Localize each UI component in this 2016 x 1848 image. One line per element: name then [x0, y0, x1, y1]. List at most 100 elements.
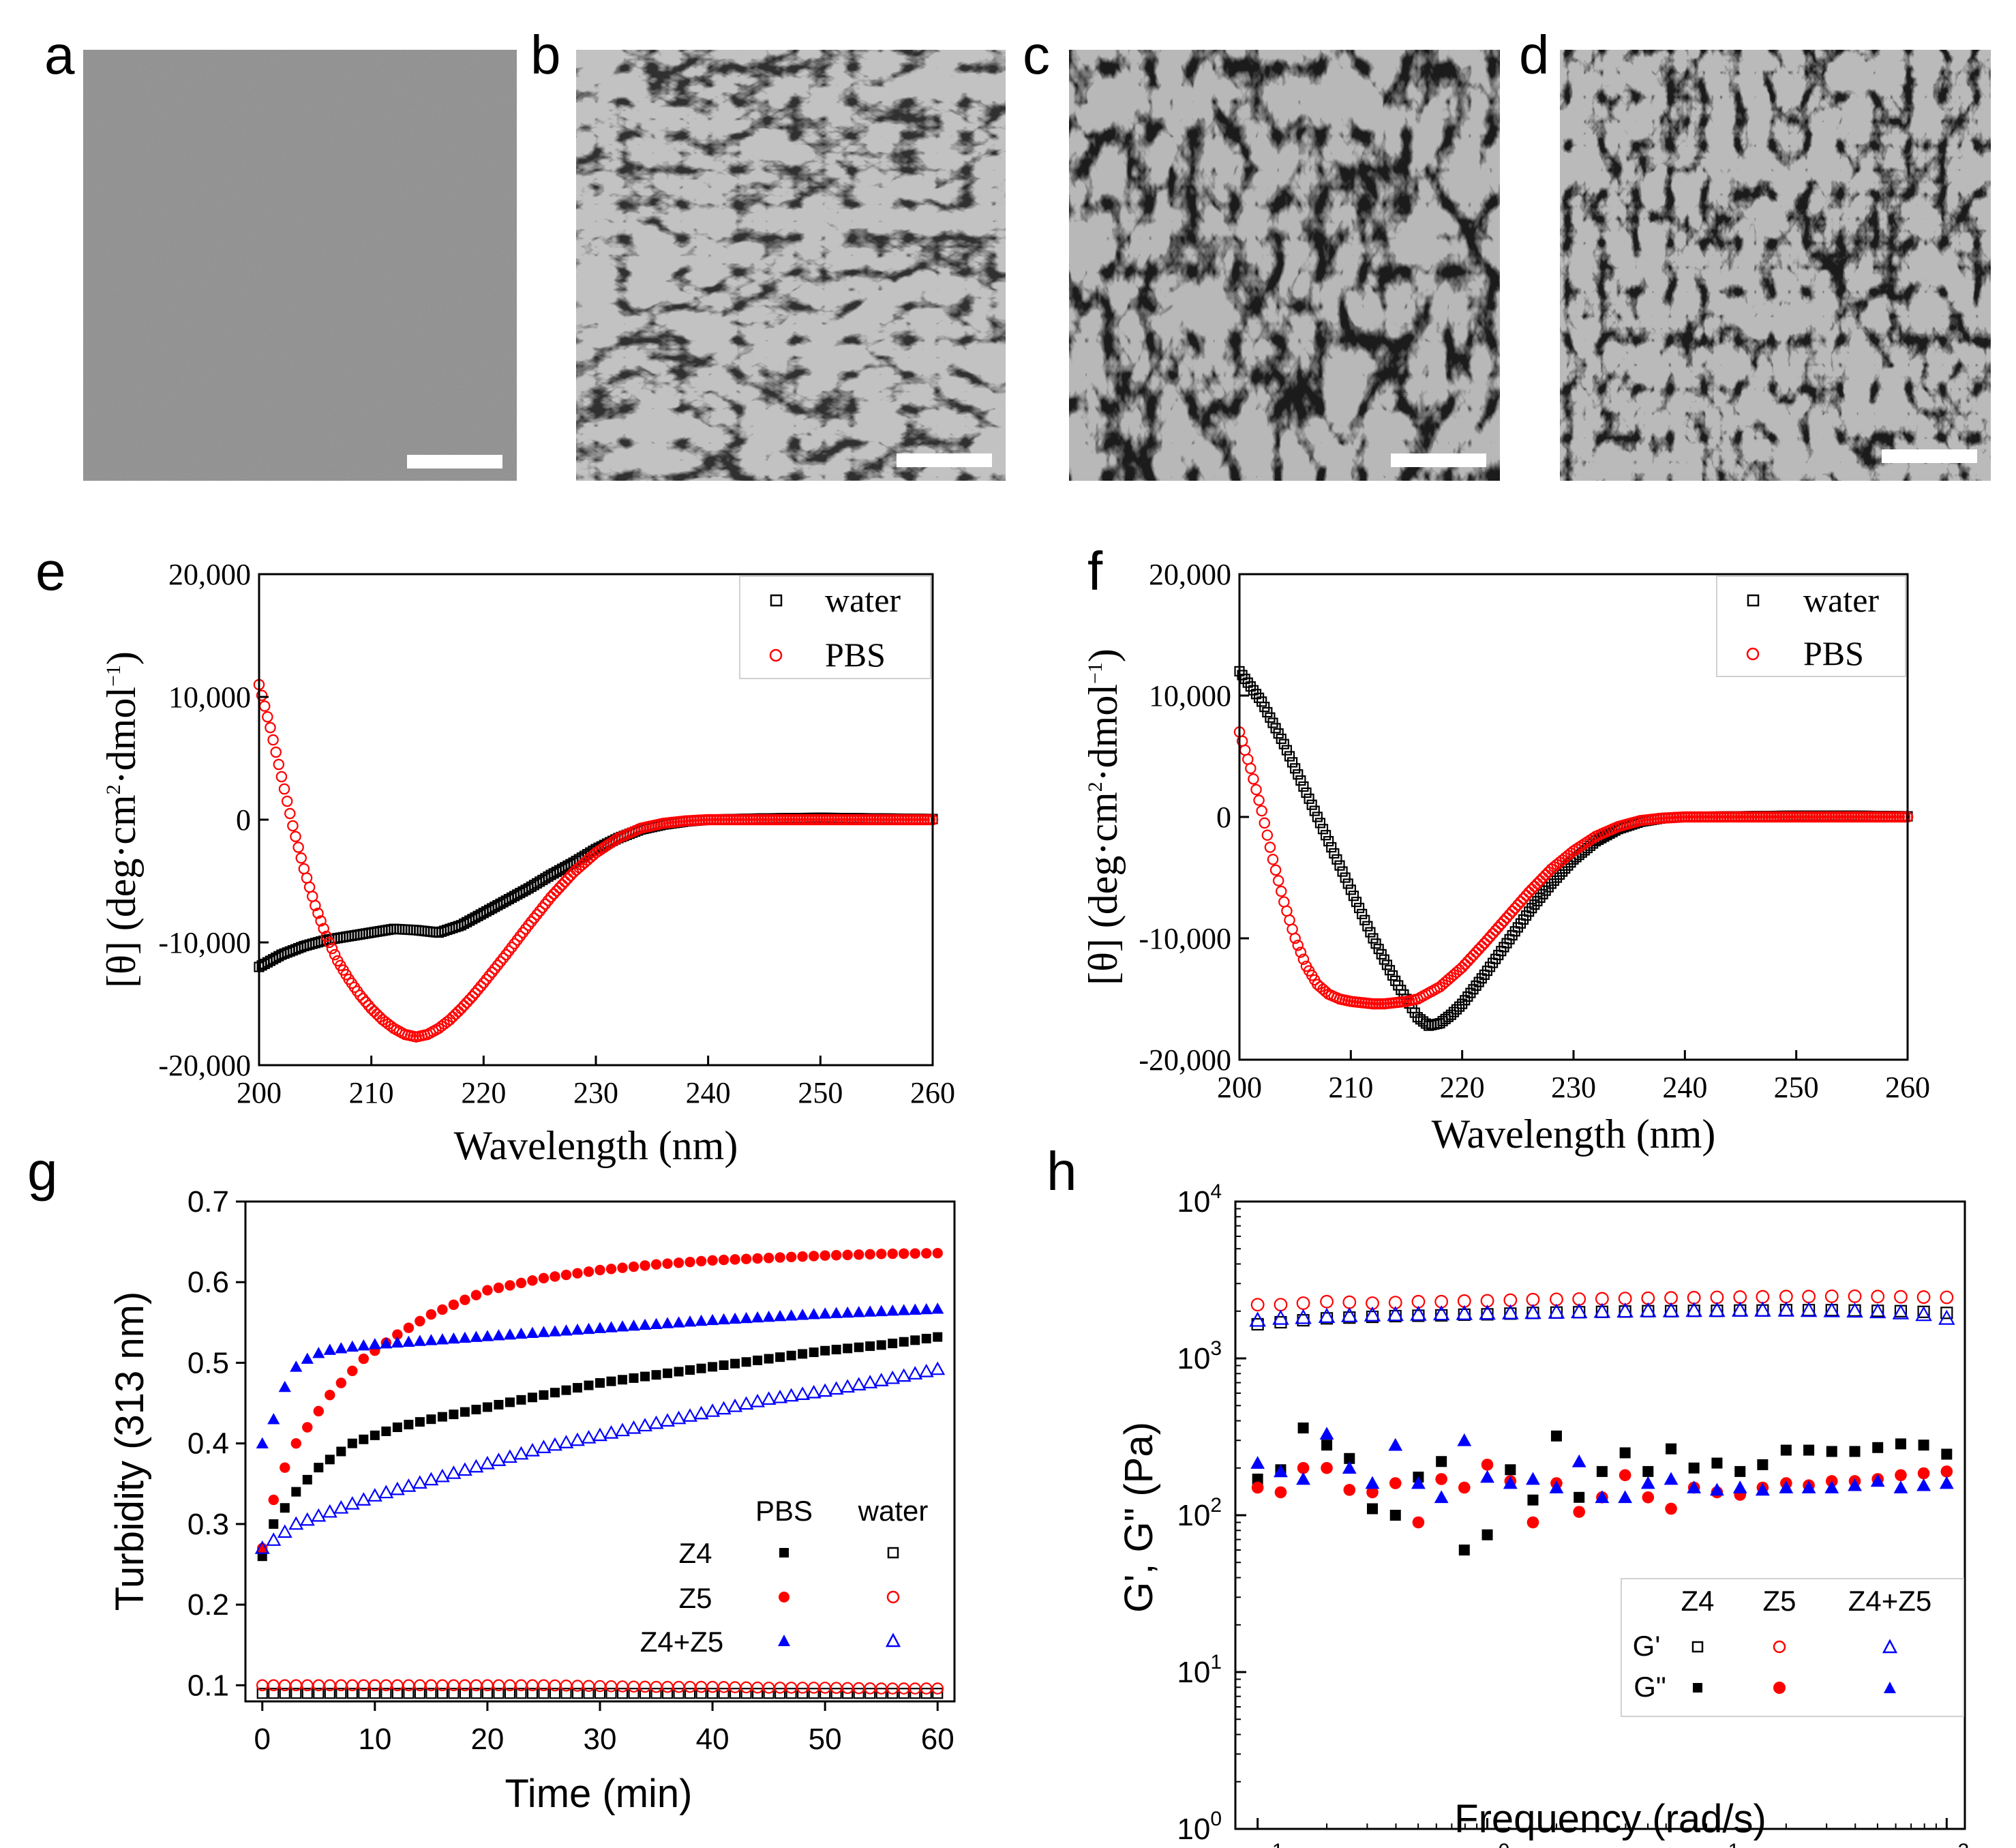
chart-g-point-z5-pbs [774, 1252, 785, 1263]
chart-h-point-z4-z5-g- [1318, 1307, 1336, 1323]
chart-e-legend-marker-water [770, 594, 783, 607]
chart-h-point-z4-z5-g- [1869, 1303, 1886, 1319]
chart-g-point-z4-water [504, 1688, 516, 1699]
chart-g-point-z4-z5-pbs [537, 1326, 550, 1337]
chart-h-point-z4-z5-g- [1823, 1302, 1841, 1317]
chart-f-point-water [1526, 903, 1537, 914]
chart-g-point-z4-pbs [629, 1373, 639, 1383]
chart-e-xtick-label: 210 [349, 1076, 394, 1109]
chart-g-point-z4-water [335, 1688, 347, 1699]
chart-g-point-z4-z5-pbs [290, 1360, 303, 1372]
chart-e-point-pbs [303, 881, 316, 893]
chart-f-point-water [1320, 830, 1332, 841]
chart-f-point-water [1281, 745, 1293, 756]
chart-f-point-water [1468, 984, 1479, 995]
chart-e-point-pbs [758, 814, 770, 826]
chart-h-point-z4-z5-g- [1250, 1456, 1265, 1469]
chart-g-point-z5-pbs [853, 1249, 864, 1260]
chart-g-point-z4-z5-water [311, 1508, 327, 1522]
chart-g-point-z4-z5-pbs [605, 1321, 618, 1332]
chart-e-point-pbs [826, 814, 838, 826]
chart-f-ytick-label: -10,000 [1139, 922, 1231, 955]
chart-g-point-z4-z5-pbs [695, 1314, 708, 1326]
chart-f-point-pbs [1320, 986, 1332, 998]
chart-h-point-z4-z5-g- [1687, 1480, 1702, 1493]
chart-g-ytick-label: 0.2 [187, 1588, 229, 1622]
chart-g-point-z5-pbs [628, 1261, 640, 1272]
chart-e-point-pbs [323, 936, 335, 949]
chart-f-point-water [1473, 977, 1484, 987]
chart-h-point-z4-g- [1574, 1491, 1585, 1503]
chart-e-point-pbs [478, 977, 490, 989]
chart-f-point-water [1379, 954, 1389, 965]
chart-h-point-z4-z5-g- [1434, 1490, 1449, 1504]
chart-g-point-z4-pbs [775, 1352, 785, 1362]
chart-f-point-pbs [1476, 940, 1488, 952]
chart-h-point-z4-z5-g- [1548, 1303, 1565, 1319]
chart-e-point-water [397, 924, 408, 935]
chart-f-point-water [1373, 943, 1384, 955]
chart-h-point-z4-z5-g- [1365, 1476, 1380, 1489]
chart-g-point-z4-pbs [606, 1376, 616, 1386]
chart-h-point-z5-g- [1824, 1289, 1839, 1303]
chart-g-point-z4-z5-water [716, 1401, 732, 1415]
chart-h-point-z4-g- [1505, 1464, 1516, 1476]
chart-g-point-z4-water [920, 1688, 932, 1699]
chart-g-point-z5-pbs [729, 1254, 740, 1265]
chart-g-point-z5-pbs [617, 1262, 628, 1273]
chart-f-xtick-label: 250 [1774, 1071, 1819, 1104]
chart-g-point-z4-z5-water [536, 1440, 552, 1453]
chart-g-point-z4-pbs [584, 1380, 594, 1390]
chart-f-point-water [1546, 878, 1556, 889]
chart-h-point-z4-z5-g- [1938, 1309, 1955, 1325]
chart-f-xtick-label: 260 [1885, 1071, 1930, 1104]
chart-g-point-z4-pbs [325, 1455, 335, 1465]
chart-h-point-z5-g- [1940, 1290, 1954, 1305]
chart-g-point-z5-water [650, 1680, 663, 1693]
chart-e-point-pbs [287, 820, 299, 832]
chart-e-legend: water PBS [739, 576, 931, 679]
chart-h-legend-row-gdoubleprime: G" [1634, 1671, 1666, 1703]
chart-g-point-z4-water [887, 1688, 899, 1699]
chart-f-point-water [1290, 763, 1301, 774]
chart-e-point-pbs [559, 876, 571, 888]
chart-f-point-pbs [1467, 949, 1479, 962]
chart-g-point-z4-pbs [392, 1422, 402, 1433]
chart-e-point-water [402, 924, 413, 935]
chart-e-ytick-label: 20,000 [168, 558, 251, 591]
chart-g-point-z4-pbs [482, 1402, 492, 1412]
chart-g-point-z4-pbs [831, 1345, 841, 1355]
chart-h-point-z5-g- [1297, 1461, 1310, 1474]
chart-h-point-z4-g- [1666, 1443, 1677, 1455]
chart-f-point-pbs [1534, 875, 1546, 886]
chart-h-point-z4-z5-g- [1595, 1490, 1610, 1504]
chart-g-point-z4-z5-water [378, 1485, 394, 1499]
chart-e-point-pbs [744, 814, 756, 826]
chart-g-point-z4-water [752, 1688, 764, 1699]
chart-g-point-z5-pbs [808, 1251, 819, 1262]
chart-g-point-z4-z5-pbs [267, 1413, 280, 1425]
chart-f-legend-marker-water [1747, 594, 1760, 607]
chart-g-point-z4-pbs [741, 1357, 751, 1367]
chart-e-point-pbs [542, 895, 554, 906]
chart-g-point-z4-z5-pbs [548, 1325, 562, 1337]
chart-h-point-z4-z5-g- [1710, 1482, 1724, 1496]
chart-f-point-pbs [1537, 871, 1549, 884]
chart-g-point-z4-z5-pbs [728, 1312, 742, 1324]
chart-g-point-z4-water [313, 1688, 325, 1699]
chart-e-ylabel: [θ] (deg·cm2·dmol−1) [99, 651, 144, 988]
chart-f-point-pbs [1495, 918, 1507, 930]
chart-g-point-z4-pbs [415, 1417, 425, 1427]
chart-f-point-pbs [1275, 885, 1287, 897]
chart-g-point-z4-z5-pbs [492, 1329, 505, 1341]
chart-f-legend-marker-pbs [1746, 647, 1760, 661]
chart-e-point-pbs [910, 814, 922, 826]
chart-g-point-z5-water [695, 1680, 708, 1693]
chart-e-point-pbs [301, 872, 313, 884]
chart-g-point-z5-pbs [515, 1277, 527, 1289]
chart-g-legend-marker-z4z5-pbs [778, 1635, 790, 1646]
chart-f-point-water [1451, 1004, 1462, 1015]
chart-g-point-z4-pbs [933, 1332, 943, 1342]
chart-f-point-water [1368, 933, 1379, 944]
chart-f-point-pbs [1278, 896, 1290, 908]
